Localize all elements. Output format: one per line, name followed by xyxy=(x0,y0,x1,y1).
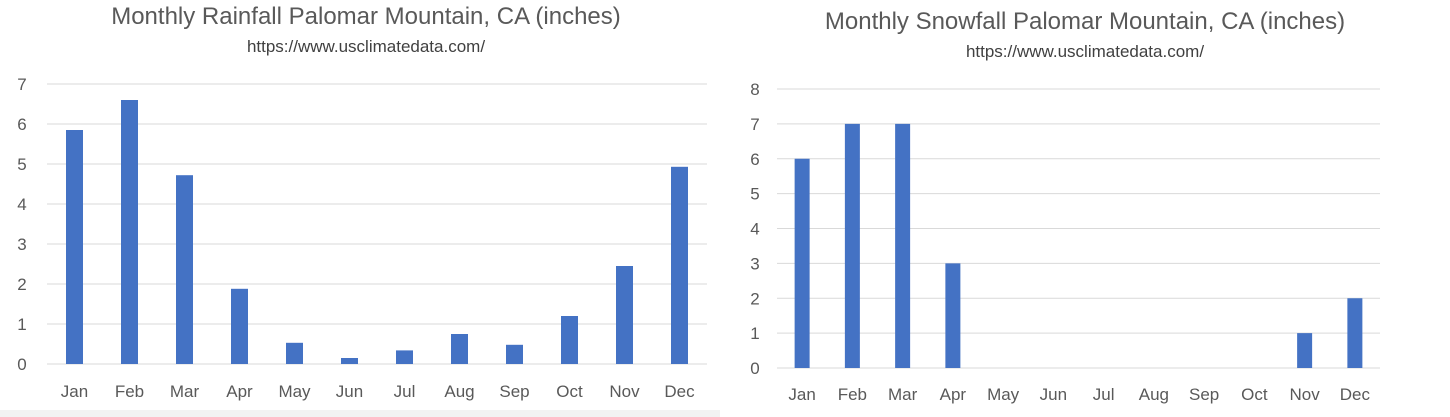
rainfall-y-tick-label: 7 xyxy=(17,75,26,94)
snowfall-y-tick-label: 0 xyxy=(750,359,759,378)
rainfall-y-tick-label: 3 xyxy=(17,235,26,254)
rainfall-y-tick-label: 1 xyxy=(17,315,26,334)
snowfall-x-tick-label: Jan xyxy=(788,385,815,404)
rainfall-bar-aug xyxy=(451,334,468,364)
rainfall-x-tick-label: Nov xyxy=(609,382,640,401)
rainfall-y-tick-label: 2 xyxy=(17,275,26,294)
rainfall-bar-nov xyxy=(616,266,633,364)
snowfall-bar-jan xyxy=(794,158,810,368)
snowfall-plot-area: 0 1 2 3 4 5 6 7 8 Jan Feb Mar Apr May Jun Jul Aug Sep Oct N… xyxy=(750,80,1380,404)
rainfall-plot-area: 0 1 2 3 4 5 6 7 Jan Feb Mar Apr May Jun Jul Aug Sep Oct No… xyxy=(17,75,707,401)
snowfall-y-tick-label: 3 xyxy=(750,254,759,273)
rainfall-chart-title: Monthly Rainfall Palomar Mountain, CA (i… xyxy=(111,3,621,30)
rainfall-x-tick-label: Jan xyxy=(61,382,88,401)
rainfall-bar-may xyxy=(286,342,303,364)
rainfall-x-tick-label: Jul xyxy=(394,382,416,401)
rainfall-bar-dec xyxy=(671,166,688,364)
rainfall-x-tick-label: Aug xyxy=(444,382,474,401)
snowfall-bar-feb xyxy=(844,123,860,368)
rainfall-bar-mar xyxy=(176,175,193,364)
snowfall-y-tick-label: 4 xyxy=(750,220,759,239)
snowfall-chart-subtitle: https://www.usclimatedata.com/ xyxy=(965,42,1205,61)
rainfall-x-tick-label: Jun xyxy=(336,382,363,401)
rainfall-y-tick-label: 5 xyxy=(17,155,26,174)
rainfall-bar-sep xyxy=(506,344,523,364)
snowfall-x-tick-label: Nov xyxy=(1290,385,1321,404)
snowfall-x-tick-label: Jun xyxy=(1040,385,1067,404)
snowfall-x-tick-label: Oct xyxy=(1241,385,1268,404)
snowfall-x-tick-label: Dec xyxy=(1340,385,1371,404)
rainfall-x-tick-label: Oct xyxy=(556,382,583,401)
snowfall-y-tick-label: 8 xyxy=(750,80,759,99)
rainfall-chart: Monthly Rainfall Palomar Mountain, CA (i… xyxy=(0,0,720,417)
snowfall-x-tick-label: Jul xyxy=(1093,385,1115,404)
rainfall-bar-oct xyxy=(561,316,578,364)
rainfall-x-tick-label: Dec xyxy=(664,382,695,401)
snowfall-x-tick-label: Feb xyxy=(838,385,867,404)
rainfall-y-tick-label: 4 xyxy=(17,195,26,214)
bottom-divider xyxy=(0,410,720,417)
rainfall-bar-jun xyxy=(341,358,358,364)
snowfall-bar-nov xyxy=(1297,333,1313,368)
snowfall-x-tick-label: Mar xyxy=(888,385,918,404)
rainfall-bar-feb xyxy=(121,100,138,364)
snowfall-y-tick-label: 1 xyxy=(750,324,759,343)
snowfall-x-tick-label: Sep xyxy=(1189,385,1219,404)
rainfall-bar-apr xyxy=(231,288,248,364)
snowfall-x-tick-label: Apr xyxy=(940,385,967,404)
rainfall-bar-jan xyxy=(66,130,83,364)
snowfall-x-tick-label: Aug xyxy=(1139,385,1169,404)
snowfall-y-tick-label: 7 xyxy=(750,115,759,134)
snowfall-y-tick-label: 6 xyxy=(750,150,759,169)
rainfall-x-tick-label: May xyxy=(278,382,311,401)
snowfall-x-tick-label: May xyxy=(987,385,1020,404)
snowfall-bar-mar xyxy=(895,123,911,368)
rainfall-y-tick-label: 0 xyxy=(17,355,26,374)
rainfall-chart-subtitle: https://www.usclimatedata.com/ xyxy=(246,37,486,56)
rainfall-x-tick-label: Feb xyxy=(115,382,144,401)
snowfall-chart: Monthly Snowfall Palomar Mountain, CA (i… xyxy=(720,0,1450,417)
snowfall-chart-title: Monthly Snowfall Palomar Mountain, CA (i… xyxy=(824,8,1346,35)
rainfall-bar-jul xyxy=(396,350,413,364)
rainfall-x-tick-label: Apr xyxy=(226,382,253,401)
rainfall-y-tick-label: 6 xyxy=(17,115,26,134)
snowfall-bar-apr xyxy=(945,263,961,368)
snowfall-y-tick-label: 5 xyxy=(750,185,759,204)
snowfall-bar-dec xyxy=(1347,298,1363,368)
snowfall-y-tick-label: 2 xyxy=(750,289,759,308)
rainfall-x-tick-label: Mar xyxy=(170,382,200,401)
rainfall-x-tick-label: Sep xyxy=(499,382,529,401)
